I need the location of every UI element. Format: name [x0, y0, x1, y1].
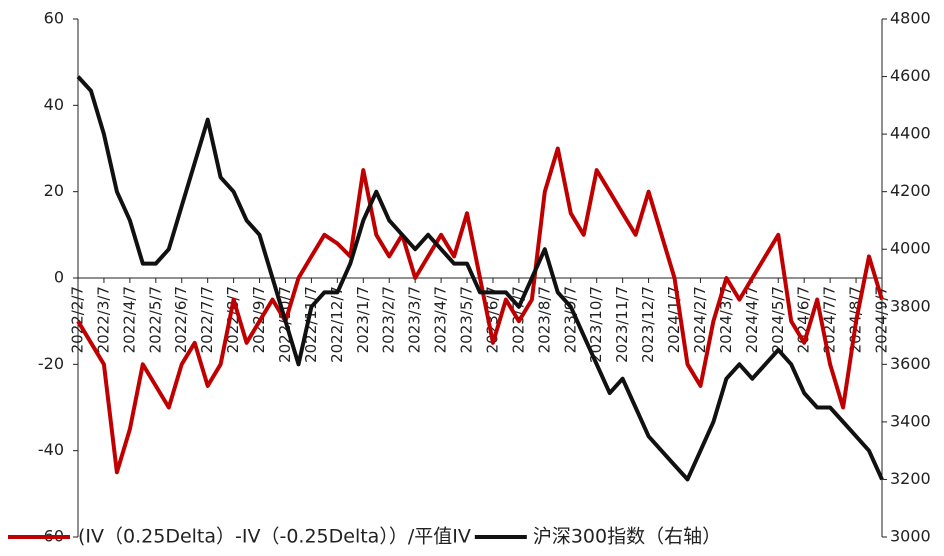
- y-tick-label: 20: [44, 181, 64, 200]
- x-tick-label: 2023/8/7: [535, 286, 553, 353]
- y2-tick-label: 4800: [890, 9, 931, 28]
- legend-label: (IV（0.25Delta）-IV（-0.25Delta））/平值IV: [78, 526, 471, 548]
- x-tick-label: 2022/7/7: [198, 286, 216, 353]
- x-tick-label: 2023/6/7: [483, 286, 501, 353]
- x-tick-label: 2023/12/7: [639, 286, 657, 363]
- x-tick-label: 2022/6/7: [172, 286, 190, 353]
- legend-label: 沪深300指数（右轴）: [533, 526, 721, 548]
- x-tick-label: 2023/2/7: [380, 286, 398, 353]
- x-tick-label: 2024/5/7: [769, 286, 787, 353]
- x-tick-label: 2023/11/7: [613, 286, 631, 363]
- y2-tick-label: 4000: [890, 239, 931, 258]
- y2-tick-label: 4400: [890, 124, 931, 143]
- x-tick-label: 2022/5/7: [146, 286, 164, 353]
- y-tick-label: -20: [38, 354, 64, 373]
- x-tick-label: 2022/8/7: [224, 286, 242, 353]
- x-tick-label: 2023/3/7: [406, 286, 424, 353]
- series-line: [76, 75, 884, 482]
- x-tick-label: 2024/7/7: [821, 286, 839, 353]
- series-line: [76, 146, 884, 475]
- y2-tick-label: 3000: [890, 527, 931, 546]
- y2-tick-label: 4600: [890, 66, 931, 85]
- y2-tick-label: 3200: [890, 469, 931, 488]
- x-tick-label: 2023/4/7: [432, 286, 450, 353]
- x-tick-label: 2022/2/7: [69, 286, 87, 353]
- x-tick-label: 2022/3/7: [94, 286, 112, 353]
- y-tick-label: 0: [54, 268, 64, 287]
- x-tick-label: 2024/4/7: [743, 286, 761, 353]
- x-tick-label: 2023/1/7: [354, 286, 372, 353]
- x-tick-label: 2024/2/7: [691, 286, 709, 353]
- y2-tick-label: 3800: [890, 296, 931, 315]
- y-tick-label: 60: [44, 9, 64, 28]
- x-tick-label: 2023/5/7: [458, 286, 476, 353]
- x-tick-label: 2023/10/7: [587, 286, 605, 363]
- y-tick-label: 40: [44, 95, 64, 114]
- x-tick-label: 2024/3/7: [717, 286, 735, 353]
- y2-tick-label: 3400: [890, 411, 931, 430]
- x-tick-label: 2024/9/7: [873, 286, 891, 353]
- x-tick-label: 2022/4/7: [120, 286, 138, 353]
- y2-tick-label: 4200: [890, 181, 931, 200]
- x-tick-label: 2022/12/7: [328, 286, 346, 363]
- y-tick-label: -40: [38, 440, 64, 459]
- y2-tick-label: 3600: [890, 354, 931, 373]
